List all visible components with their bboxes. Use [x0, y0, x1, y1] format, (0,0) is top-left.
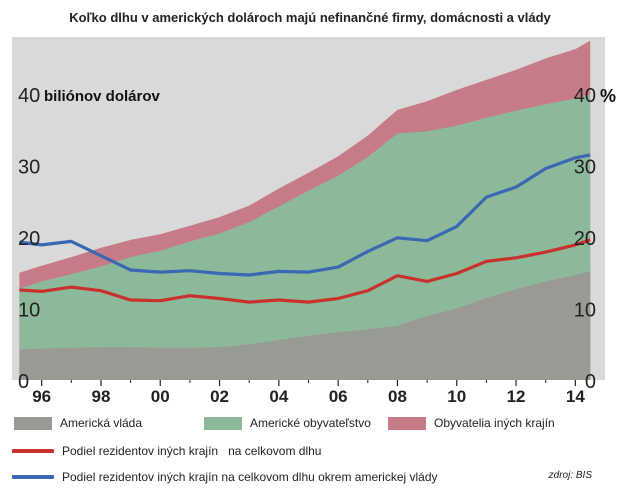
right-tick-label: 10 — [574, 300, 596, 322]
line-foreign_share — [19, 238, 591, 304]
legend-label-foreign-share: Podiel rezidentov iných krajín na celkov… — [62, 444, 322, 458]
legend-item-foreign: Obyvatelia iných krajín — [388, 416, 555, 430]
right-tick-label: 0 — [585, 371, 596, 393]
x-tick-label: 06 — [329, 387, 348, 406]
legend-line-foreign-share — [12, 449, 54, 453]
x-tick-label: 10 — [447, 387, 466, 406]
legend-line-foreign-share-ex-gov — [12, 475, 54, 479]
left-tick-label: 0 — [18, 371, 29, 393]
legend-item-foreign-share-ex-gov: Podiel rezidentov iných krajín na celkov… — [12, 470, 438, 484]
legend-swatch-households — [204, 416, 242, 430]
x-tick-label: 04 — [269, 387, 288, 406]
x-tick-label: 02 — [210, 387, 229, 406]
line-foreign_share_ex_gov — [19, 153, 591, 277]
area-households — [19, 94, 591, 380]
legend-swatch-foreign — [388, 416, 426, 430]
x-tick-label: 98 — [91, 387, 110, 406]
legend-label-government: Americká vláda — [60, 416, 143, 430]
x-tick-label: 00 — [151, 387, 170, 406]
right-tick-label: 40 — [574, 85, 596, 107]
legend-label-households: Americké obyvateľstvo — [250, 416, 371, 430]
left-tick-label: 40 — [18, 85, 40, 107]
x-tick-label: 08 — [388, 387, 407, 406]
x-tick-label: 12 — [507, 387, 526, 406]
x-tick-label: 96 — [32, 387, 51, 406]
right-axis-unit: % — [600, 86, 616, 106]
legend-item-households: Americké obyvateľstvo — [204, 416, 371, 430]
legend-item-foreign-share: Podiel rezidentov iných krajín na celkov… — [12, 444, 321, 458]
legend-swatch-government — [14, 416, 52, 430]
left-tick-label: 20 — [18, 228, 40, 250]
source-note: zdroj: BIS — [548, 470, 592, 481]
right-tick-label: 30 — [574, 157, 596, 179]
left-axis-unit: biliónov dolárov — [44, 88, 160, 105]
legend-label-foreign: Obyvatelia iných krajín — [434, 416, 555, 430]
legend-item-government: Americká vláda — [14, 416, 142, 430]
chart-title: Koľko dlhu v amerických dolároch majú ne… — [69, 10, 551, 25]
area-government — [19, 271, 591, 380]
left-tick-label: 10 — [18, 300, 40, 322]
x-tick-label: 14 — [566, 387, 585, 406]
right-tick-label: 20 — [574, 228, 596, 250]
legend-label-foreign-share-ex-gov: Podiel rezidentov iných krajín na celkov… — [62, 470, 438, 484]
left-tick-label: 30 — [18, 157, 40, 179]
